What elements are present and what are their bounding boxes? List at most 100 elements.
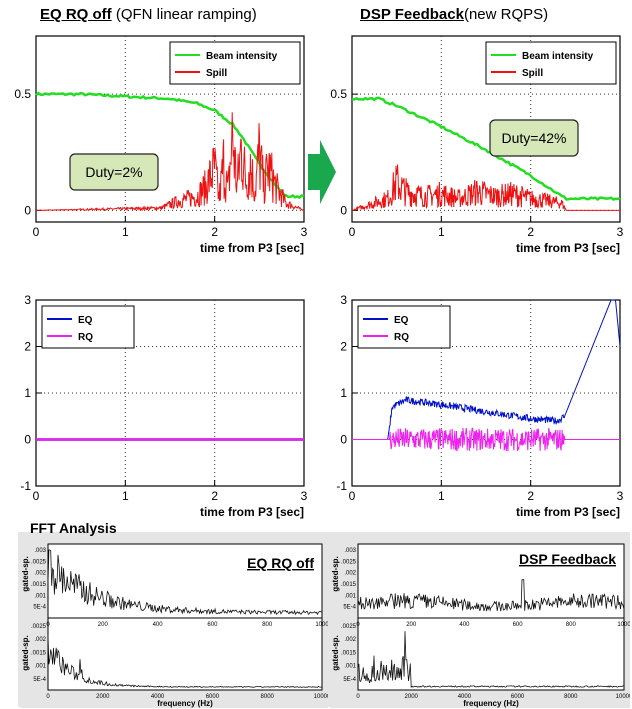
- legend-label: RQ: [394, 332, 409, 343]
- x-tick-label: 0: [349, 489, 356, 503]
- y-tick-label: 0: [340, 203, 347, 217]
- x-tick-label: 0: [33, 225, 40, 239]
- y-tick-label: -1: [20, 479, 31, 493]
- fft-top-x-tick-label: 200: [98, 622, 109, 628]
- fft-top-x-tick-label: 0: [46, 622, 50, 628]
- x-tick-label: 0: [349, 225, 356, 239]
- right-title-rest: (new RQPS): [463, 6, 549, 23]
- fft-y-tick-label: .0025: [341, 559, 357, 565]
- arrow-right-icon: [308, 140, 336, 204]
- x-tick-label: 1: [122, 489, 129, 503]
- x-axis-label: time from P3 [sec]: [200, 241, 304, 255]
- series-line-rq: [352, 427, 620, 452]
- x-tick-label: 0: [33, 489, 40, 503]
- fft-y-tick-label: .002: [34, 637, 46, 643]
- x-tick-label: 3: [301, 489, 308, 503]
- fft-top-x-tick-label: 600: [513, 622, 524, 628]
- fft-top-x-tick-label: 200: [406, 622, 417, 628]
- x-axis-label: time from P3 [sec]: [200, 505, 304, 519]
- series-line-beam-intensity: [351, 96, 621, 201]
- fft-y-tick-label: 5E-4: [33, 677, 46, 683]
- fft-y-tick-label: .001: [344, 593, 356, 599]
- fft-y-tick-label: 5E-4: [33, 605, 46, 611]
- y-tick-label: 0.5: [330, 87, 347, 101]
- legend-label: EQ: [78, 315, 93, 326]
- fft-y-tick-label: 5E-4: [343, 677, 356, 683]
- fft-x-tick-label: 4000: [151, 694, 165, 700]
- fft-y-tick-label: .002: [34, 571, 46, 577]
- x-tick-label: 1: [122, 225, 129, 239]
- right-title: DSP Feedback(new RQPS): [360, 6, 548, 23]
- beam-chart-eq-rq-off: 0 1 2 3 0 0.5 time from P3 [sec] Beam intensity…: [14, 35, 308, 255]
- fft-top-spectrum: [357, 579, 625, 612]
- fft-x-axis-label: frequency (Hz): [157, 699, 213, 708]
- fft-bottom-spectrum: [357, 631, 625, 689]
- left-title: EQ RQ off (QFN linear ramping): [40, 6, 257, 23]
- fft-x-tick-label: 8000: [261, 694, 275, 700]
- duty-annotation-box: [489, 119, 579, 157]
- fft-title: FFT Analysis: [30, 520, 117, 536]
- fft-top-spectrum: [47, 549, 323, 616]
- fft-y-tick-label: .002: [344, 637, 356, 643]
- x-tick-label: 2: [527, 489, 534, 503]
- left-title-bold: EQ RQ off: [40, 6, 112, 23]
- fft-y-axis-label: gated-sp.: [331, 556, 340, 592]
- y-tick-label: 3: [24, 293, 31, 307]
- x-axis-label: time from P3 [sec]: [516, 505, 620, 519]
- fft-y-tick-label: .001: [344, 664, 356, 670]
- x-tick-label: 3: [617, 489, 624, 503]
- fft-y-tick-label: .003: [344, 548, 356, 554]
- fft-y-tick-label: .002: [344, 571, 356, 577]
- fft-top-x-tick-label: 400: [153, 622, 164, 628]
- fft-top-x-tick-label: 600: [207, 622, 218, 628]
- fft-x-tick-label: 0: [46, 694, 50, 700]
- legend-label: Beam intensity: [206, 51, 278, 62]
- fft-x-tick-label: 8000: [564, 694, 578, 700]
- fft-top-x-tick-label: 800: [262, 622, 273, 628]
- y-tick-label: 0.5: [14, 87, 31, 101]
- fft-y-tick-label: .003: [34, 548, 46, 554]
- fft-y-axis-label: gated-sp.: [21, 635, 30, 671]
- fft-bottom-spectrum: [47, 635, 322, 688]
- y-tick-label: 1: [24, 386, 31, 400]
- legend-label: EQ: [394, 315, 409, 326]
- y-tick-label: 2: [340, 340, 347, 354]
- fft-x-tick-label: 2000: [405, 694, 419, 700]
- fft-top-x-tick-label: 0: [356, 622, 360, 628]
- fft-y-tick-label: .0025: [341, 624, 357, 630]
- x-tick-label: 1: [438, 225, 445, 239]
- duty-annotation-label: Duty=2%: [85, 164, 142, 180]
- fft-x-tick-label: 4000: [458, 694, 472, 700]
- legend-label: Spill: [206, 68, 227, 79]
- duty-annotation-box: [69, 153, 159, 191]
- fft-x-tick-label: 2000: [96, 694, 110, 700]
- fft-chart-dsp-feedback: .003 .0025 .002 .0015 .001 5E-4 .0025 .002 .001 5…: [330, 540, 630, 708]
- y-tick-label: 0: [340, 433, 347, 447]
- fft-top-x-tick-label: 1000: [617, 622, 630, 628]
- fft-bottom-frame: [357, 617, 625, 691]
- fft-y-tick-label: .0025: [31, 559, 47, 565]
- fft-x-tick-label: 6000: [206, 694, 220, 700]
- fft-x-tick-label: 6000: [511, 694, 525, 700]
- beam-chart-dsp-feedback: 0 1 2 3 0 0.5 time from P3 [sec] Beam intensity…: [330, 35, 624, 255]
- x-tick-label: 2: [211, 225, 218, 239]
- fft-y-tick-label: .0015: [31, 582, 47, 588]
- right-title-bold: DSP Feedback: [360, 6, 464, 23]
- legend-box: [485, 41, 617, 85]
- fft-y-tick-label: .0015: [31, 650, 47, 656]
- fft-top-x-tick-label: 400: [459, 622, 470, 628]
- fft-y-axis-label: gated-sp.: [331, 635, 340, 671]
- fft-top-x-tick-label: 800: [566, 622, 577, 628]
- x-tick-label: 3: [301, 225, 308, 239]
- fft-y-tick-label: .0015: [341, 582, 357, 588]
- fft-top-frame: [357, 543, 625, 619]
- series-line-eq: [352, 299, 621, 440]
- x-tick-label: 1: [438, 489, 445, 503]
- fft-x-tick-label: 0: [356, 694, 360, 700]
- fft-y-tick-label: 5E-4: [343, 605, 356, 611]
- fft-chart-eq-rq-off: .003.0025.002.0015.0015E-4.0025.002.0015…: [20, 540, 328, 708]
- x-tick-label: 2: [211, 489, 218, 503]
